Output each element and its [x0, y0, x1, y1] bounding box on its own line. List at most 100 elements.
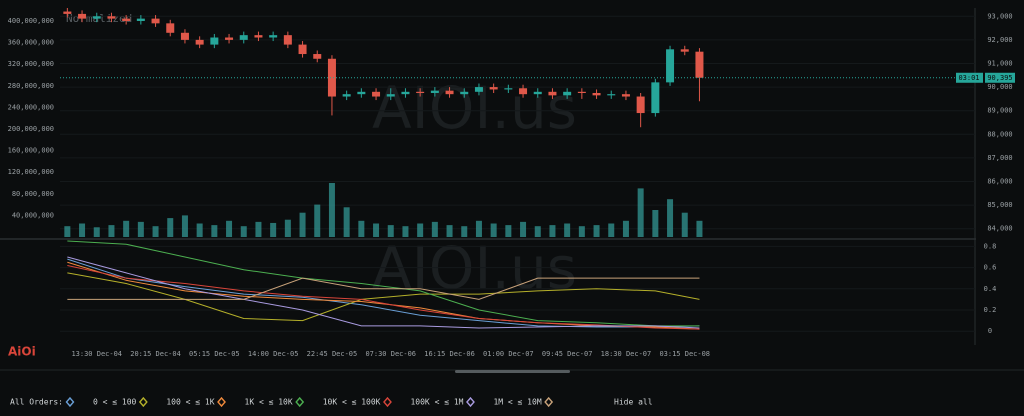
candle-body: [298, 44, 307, 55]
candle-body: [166, 23, 175, 33]
candle-body: [107, 16, 116, 19]
candle-body: [151, 18, 160, 24]
volume-bar: [196, 223, 203, 237]
legend-marker: [65, 396, 75, 408]
candle-body: [651, 82, 660, 114]
candle-body: [136, 18, 145, 21]
volume-bar: [564, 223, 571, 237]
volume-bar: [314, 204, 321, 237]
candle-body: [401, 91, 410, 95]
candle-body: [621, 94, 630, 97]
series-line: [67, 277, 700, 300]
candle-body: [225, 37, 234, 40]
volume-bar: [431, 221, 438, 237]
y2-tick-label: 200,000,000: [8, 125, 54, 133]
legend-label[interactable]: 1M < ≤ 10M: [493, 398, 541, 407]
volume-bar: [137, 221, 144, 237]
legend-label[interactable]: 10K < ≤ 100K: [323, 398, 381, 407]
legend-label[interactable]: All Orders:: [10, 398, 63, 407]
candle-body: [548, 91, 557, 96]
x-tick-label: 05:15 Dec-05: [189, 350, 240, 358]
series-line: [67, 240, 700, 327]
x-tick-label: 03:15 Dec-08: [659, 350, 710, 358]
volume-bar: [534, 226, 541, 237]
candle-body: [372, 91, 381, 97]
x-tick-label: 22:45 Dec-05: [307, 350, 358, 358]
volume-bar: [681, 212, 688, 237]
y-tick-label: 89,000: [987, 107, 1012, 115]
volume-bar: [593, 225, 600, 237]
volume-bar: [328, 182, 335, 237]
volume-bar: [417, 223, 424, 237]
candle-body: [386, 94, 395, 97]
scrollbar[interactable]: [455, 370, 570, 373]
volume-bar: [475, 220, 482, 237]
volume-bar: [637, 188, 644, 237]
volume-bar: [402, 226, 409, 237]
volume-bar: [123, 220, 130, 237]
y-tick-label: 91,000: [987, 59, 1012, 67]
candle-body: [357, 91, 366, 95]
y-tick-label: 93,000: [987, 12, 1012, 20]
candle-body: [313, 54, 322, 59]
volume-bar: [622, 220, 629, 237]
y-tick-label: 0.8: [984, 242, 997, 250]
x-tick-label: 20:15 Dec-04: [130, 350, 181, 358]
volume-bar: [343, 207, 350, 237]
y2-tick-label: 120,000,000: [8, 168, 54, 176]
y2-tick-label: 320,000,000: [8, 60, 54, 68]
volume-bar: [64, 226, 71, 237]
y2-tick-label: 80,000,000: [12, 190, 54, 198]
candle-body: [504, 88, 513, 90]
candle-body: [533, 91, 542, 95]
candle-body: [283, 35, 292, 45]
y-tick-label: 92,000: [987, 36, 1012, 44]
volume-bar: [652, 209, 659, 237]
volume-bar: [446, 225, 453, 237]
series-line: [67, 264, 700, 330]
y-tick-label: 84,000: [987, 225, 1012, 233]
candle-body: [563, 91, 572, 96]
last-time: 03:01: [958, 74, 979, 82]
candle-body: [210, 37, 219, 45]
x-tick-label: 07:30 Dec-06: [365, 350, 416, 358]
volume-bar: [387, 225, 394, 237]
volume-bar: [505, 225, 512, 237]
legend-label[interactable]: 100 < ≤ 1K: [166, 398, 214, 407]
y2-tick-label: 160,000,000: [8, 147, 54, 155]
y-tick-label: 0.4: [984, 285, 997, 293]
legend-label[interactable]: 100K < ≤ 1M: [410, 398, 463, 407]
candle-body: [92, 16, 101, 19]
legend-label[interactable]: 1K < ≤ 10K: [245, 398, 293, 407]
candle-body: [78, 13, 87, 19]
volume-bar: [490, 223, 497, 237]
x-tick-label: 09:45 Dec-07: [542, 350, 593, 358]
candle-body: [416, 91, 425, 93]
candle-body: [577, 91, 586, 93]
last-price-label: 90,395: [987, 74, 1012, 82]
volume-bar: [299, 212, 306, 237]
volume-bar: [167, 218, 174, 237]
hide-all[interactable]: Hide all: [614, 398, 653, 407]
candle-body: [445, 90, 454, 95]
volume-bar: [152, 226, 159, 237]
legend-label[interactable]: 0 < ≤ 100: [93, 398, 137, 407]
candle-body: [607, 94, 616, 96]
last-price-box: [985, 72, 1015, 83]
candle-body: [327, 58, 336, 97]
candle-body: [269, 35, 278, 38]
series-line: [67, 256, 700, 329]
candle-body: [474, 87, 483, 92]
watermark: AIOI.us: [372, 234, 577, 302]
volume-bar: [358, 220, 365, 237]
candle-body: [122, 18, 131, 21]
candle-body: [666, 49, 675, 83]
volume-bar: [608, 223, 615, 237]
volume-bar: [211, 225, 218, 237]
x-tick-label: 18:30 Dec-07: [601, 350, 652, 358]
y-tick-label: 86,000: [987, 178, 1012, 186]
legend: All Orders: 0 < ≤ 100 100 < ≤ 1K 1K < ≤ 10K…: [10, 396, 554, 408]
volume-bar: [226, 220, 233, 237]
x-tick-label: 14:00 Dec-05: [248, 350, 299, 358]
